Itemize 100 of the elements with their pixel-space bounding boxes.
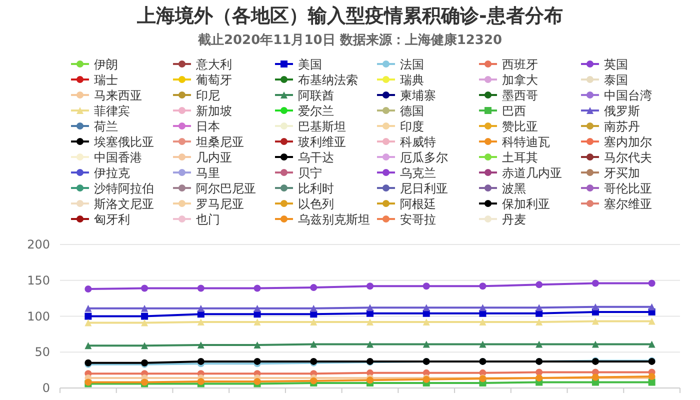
- legend-label: 坦桑尼亚: [195, 135, 244, 149]
- point: [366, 304, 374, 312]
- point: [479, 318, 486, 326]
- legend-label: 厄瓜多尔: [400, 150, 448, 164]
- point: [254, 318, 261, 326]
- legend-label: 中国台湾: [604, 88, 652, 102]
- point: [479, 340, 486, 348]
- legend-label: 泰国: [604, 73, 628, 87]
- point: [648, 340, 656, 348]
- legend-label: 塞内加尔: [604, 135, 652, 149]
- legend-label: 几内亚: [196, 150, 232, 164]
- y-tick-label: 0: [42, 381, 50, 395]
- legend-label: 伊拉克: [94, 166, 130, 180]
- point: [197, 341, 204, 348]
- legend-label: 日本: [196, 120, 220, 134]
- legend-label: 印度: [400, 120, 424, 134]
- legend-label: 匈牙利: [94, 212, 130, 226]
- point: [592, 340, 599, 348]
- legend-label: 巴西: [502, 104, 526, 118]
- point: [84, 312, 92, 320]
- point: [648, 280, 656, 287]
- legend-label: 柬埔寨: [400, 88, 436, 102]
- point: [254, 358, 261, 365]
- legend-label: 瑞士: [94, 73, 118, 87]
- point: [366, 376, 374, 384]
- legend-label: 土耳其: [502, 150, 538, 164]
- legend-label: 伊朗: [94, 58, 118, 72]
- legend-label: 阿根廷: [400, 197, 436, 211]
- point: [366, 282, 374, 290]
- legend-label: 以色列: [298, 197, 334, 211]
- point: [592, 318, 599, 325]
- legend-label: 爱尔兰: [298, 104, 334, 118]
- point: [141, 342, 148, 350]
- point: [422, 318, 430, 326]
- legend-label: 美国: [298, 58, 322, 72]
- point: [536, 304, 543, 312]
- point: [310, 304, 318, 312]
- legend-label: 英国: [604, 58, 628, 72]
- point: [84, 342, 92, 350]
- point: [197, 284, 204, 292]
- point: [197, 358, 204, 365]
- y-tick-label: 200: [27, 238, 50, 252]
- point: [536, 340, 543, 348]
- legend-label: 罗马尼亚: [196, 197, 244, 211]
- legend-label: 赤道几内亚: [502, 166, 562, 180]
- legend-label: 科威特: [400, 135, 436, 149]
- legend-label: 中国香港: [94, 150, 142, 164]
- legend-label: 布基纳法索: [298, 73, 358, 87]
- legend-label: 埃塞俄比亚: [93, 135, 154, 149]
- point: [479, 282, 486, 290]
- legend-label: 西班牙: [502, 58, 538, 72]
- legend-label: 沙特阿拉伯: [94, 182, 154, 196]
- legend-label: 也门: [196, 212, 220, 226]
- point: [592, 303, 599, 310]
- point: [141, 312, 148, 320]
- point: [84, 319, 92, 326]
- legend-label: 新加坡: [196, 104, 232, 118]
- y-tick-label: 150: [27, 273, 50, 288]
- legend-label: 乌克兰: [400, 166, 436, 180]
- legend-label: 塞尔维亚: [604, 197, 652, 211]
- legend-label: 葡萄牙: [196, 73, 232, 87]
- legend-label: 巴基斯坦: [298, 120, 346, 134]
- point: [197, 318, 204, 326]
- y-tick-label: 50: [34, 345, 50, 360]
- point: [648, 318, 656, 325]
- legend-label: 赞比亚: [502, 120, 538, 134]
- legend-label: 马尔代夫: [604, 150, 652, 164]
- point: [254, 341, 261, 348]
- legend-label: 波黑: [502, 182, 526, 196]
- legend-label: 马里: [196, 166, 220, 180]
- point: [366, 340, 374, 348]
- point: [648, 303, 656, 310]
- point: [592, 280, 599, 287]
- point: [366, 318, 374, 326]
- legend-label: 牙买加: [604, 166, 640, 180]
- point: [310, 340, 318, 348]
- legend-label: 哥伦比亚: [604, 182, 652, 196]
- point: [84, 285, 92, 292]
- legend-label: 保加利亚: [502, 197, 550, 211]
- legend-label: 南苏丹: [604, 120, 640, 134]
- point: [310, 284, 318, 292]
- point: [422, 340, 430, 348]
- legend-label: 丹麦: [502, 212, 526, 226]
- legend-label: 菲律宾: [94, 104, 130, 118]
- legend-label: 比利时: [298, 182, 334, 196]
- point: [254, 284, 261, 292]
- legend-label: 阿尔巴尼亚: [196, 182, 256, 196]
- legend-label: 安哥拉: [400, 212, 436, 226]
- chart-title: 上海境外（各地区）输入型疫情累积确诊-患者分布: [136, 5, 563, 27]
- legend-label: 乌兹别克斯坦: [298, 212, 370, 226]
- point: [141, 284, 148, 292]
- point: [197, 304, 204, 312]
- point: [254, 304, 261, 312]
- legend-label: 德国: [400, 104, 424, 118]
- point: [536, 318, 543, 326]
- legend-label: 意大利: [195, 58, 232, 72]
- y-tick-label: 100: [27, 309, 50, 324]
- point: [141, 319, 148, 326]
- legend-label: 贝宁: [298, 166, 322, 180]
- point: [536, 368, 543, 376]
